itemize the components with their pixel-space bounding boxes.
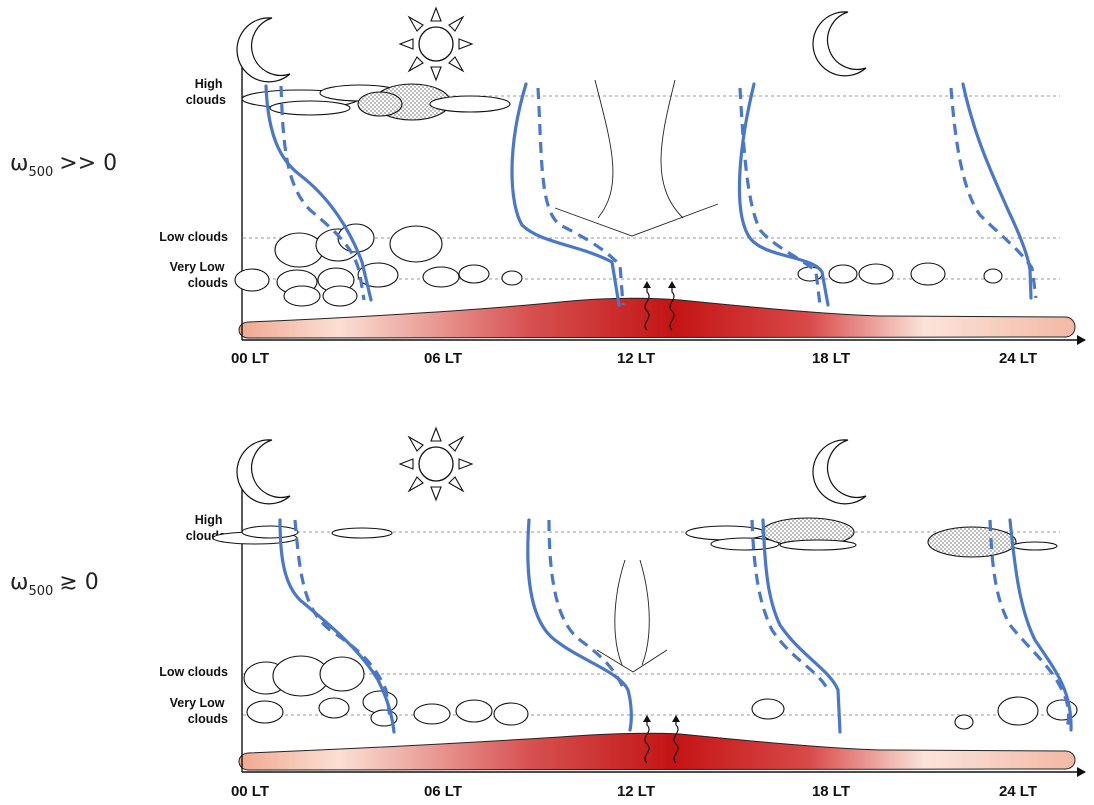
- sun-icon: [398, 6, 474, 82]
- regime-label: ω500 ≳ 0: [10, 570, 99, 599]
- time-tick: 00 LT: [231, 350, 269, 367]
- high-cloud-cluster: [241, 83, 511, 121]
- moon-icon: [236, 439, 291, 505]
- subsidence-arrow: [554, 203, 719, 237]
- subsidence-curve: [594, 79, 614, 219]
- temperature-profile-pair: [278, 518, 396, 734]
- temperature-profile-pair: [988, 518, 1073, 732]
- moon-icon: [812, 11, 867, 77]
- surface-flux-icon: [643, 715, 651, 764]
- surface-flux-icon: [668, 281, 676, 331]
- moon-icon: [812, 439, 867, 505]
- subsidence-arrow: [596, 649, 668, 673]
- surface-heating-band: [238, 297, 1076, 339]
- low-clouds-label: Low clouds: [159, 230, 228, 244]
- low-cloud-cluster: [234, 223, 1003, 307]
- moon-icon: [236, 17, 291, 83]
- temperature-profile-pair: [737, 82, 830, 307]
- time-tick: 18 LT: [812, 350, 850, 367]
- surface-heating-band: [238, 732, 1076, 771]
- very-low-clouds-label: Very Low clouds: [170, 260, 228, 290]
- surface-flux-icon: [672, 715, 680, 764]
- temperature-profile-pair: [526, 518, 633, 732]
- regime-label: ω500 >> 0: [10, 151, 117, 180]
- high-cloud-cluster: [212, 517, 1058, 558]
- temperature-profile-pair: [949, 82, 1038, 300]
- subsidence-curve: [660, 79, 684, 219]
- low-clouds-label: Low clouds: [159, 665, 228, 679]
- subsidence-curve: [614, 559, 626, 666]
- high-clouds-label: High clouds: [186, 77, 226, 107]
- surface-flux-icon: [643, 281, 651, 331]
- temperature-profile-pair: [510, 82, 625, 307]
- very-low-clouds-label: Very Low clouds: [170, 696, 228, 726]
- time-tick: 06 LT: [424, 350, 462, 367]
- time-tick: 06 LT: [424, 783, 462, 800]
- temperature-profile-pair: [264, 84, 373, 302]
- time-tick: 12 LT: [617, 783, 655, 800]
- time-tick: 24 LT: [999, 783, 1037, 800]
- panel-strong-subsidence: ω500 >> 0 High clouds Low clouds Very Low…: [10, 6, 1086, 367]
- time-tick: 00 LT: [231, 783, 269, 800]
- time-tick: 12 LT: [617, 350, 655, 367]
- panel-weak-subsidence: ω500 ≳ 0 High clouds Low clouds Very Low …: [10, 426, 1086, 800]
- sun-icon: [398, 426, 474, 502]
- temperature-profile-pair: [750, 518, 842, 734]
- subsidence-curve: [639, 559, 650, 666]
- time-tick: 24 LT: [999, 350, 1037, 367]
- time-tick: 18 LT: [812, 783, 850, 800]
